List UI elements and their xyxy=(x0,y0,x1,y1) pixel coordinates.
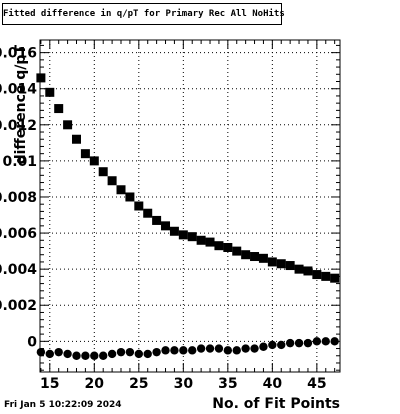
data-point-circle xyxy=(232,346,241,355)
data-point-square xyxy=(107,176,117,186)
data-point-square xyxy=(232,246,242,256)
data-point-circle xyxy=(312,337,322,346)
data-point-square xyxy=(54,104,64,114)
data-point-square xyxy=(143,208,153,218)
data-point-square xyxy=(196,235,206,245)
data-point-square xyxy=(116,185,126,195)
data-point-square xyxy=(303,266,313,276)
data-point-square xyxy=(71,134,81,144)
data-point-circle xyxy=(196,344,206,353)
data-point-circle xyxy=(54,347,63,357)
data-point-circle xyxy=(45,349,54,359)
data-point-circle xyxy=(125,347,135,357)
data-point-circle xyxy=(268,340,277,350)
data-point-square xyxy=(321,271,331,281)
y-tick-label: 0.014 xyxy=(0,82,37,98)
data-point-square xyxy=(205,237,215,247)
x-tick-label: 45 xyxy=(307,376,326,392)
data-point-circle xyxy=(205,344,215,353)
data-point-square xyxy=(125,192,135,202)
data-point-square xyxy=(214,241,224,251)
x-tick-label: 15 xyxy=(40,376,59,392)
data-point-square xyxy=(285,261,295,271)
x-tick-label: 20 xyxy=(85,376,105,392)
x-tick-label: 40 xyxy=(263,376,283,392)
y-tick-label: 0.006 xyxy=(0,226,37,242)
data-point-circle xyxy=(161,346,170,355)
tick-labels: 15 20 25 30 35 40 45 0 0.002 0.004 0.006 0.008 0.01 0… xyxy=(0,46,327,392)
data-point-circle xyxy=(285,338,295,348)
y-tick-label: 0.008 xyxy=(0,190,37,206)
data-point-circle xyxy=(294,338,304,348)
data-point-square xyxy=(178,230,188,240)
data-point-square xyxy=(98,167,108,177)
data-point-circle xyxy=(107,349,117,359)
data-point-square xyxy=(89,156,99,166)
data-point-circle xyxy=(330,337,339,346)
data-point-square xyxy=(250,252,260,262)
y-tick-label: 0.002 xyxy=(0,298,37,314)
data-marks xyxy=(36,73,340,360)
data-point-circle xyxy=(143,349,152,359)
data-point-circle xyxy=(63,349,72,359)
data-point-square xyxy=(63,120,73,130)
data-point-square xyxy=(134,201,144,211)
grid xyxy=(40,40,340,372)
data-point-circle xyxy=(277,340,286,350)
x-tick-label: 30 xyxy=(174,376,194,392)
data-point-circle xyxy=(81,351,90,360)
y-axis-label: difference q/pT xyxy=(13,45,29,165)
y-tick-label: 0.012 xyxy=(0,118,37,134)
data-point-circle xyxy=(99,351,108,360)
data-point-circle xyxy=(223,346,233,355)
data-point-circle xyxy=(214,344,224,353)
data-point-circle xyxy=(72,351,81,360)
data-point-square xyxy=(276,259,286,269)
data-point-circle xyxy=(170,346,179,355)
axis-ticks xyxy=(40,40,340,372)
plot-frame xyxy=(39,39,341,373)
data-point-square xyxy=(267,257,277,267)
data-point-square xyxy=(241,250,251,260)
data-point-circle xyxy=(116,347,126,357)
data-point-circle xyxy=(259,342,268,351)
y-tick-label: 0.01 xyxy=(2,154,37,170)
data-point-square xyxy=(312,270,322,280)
data-point-square xyxy=(187,232,197,242)
timestamp: Fri Jan 5 10:22:09 2024 xyxy=(4,400,122,410)
x-axis-label: No. of Fit Points xyxy=(212,396,340,412)
data-point-square xyxy=(258,253,268,263)
y-tick-label: 0.016 xyxy=(0,46,37,62)
data-point-square xyxy=(294,264,304,274)
data-point-circle xyxy=(152,347,161,357)
data-point-circle xyxy=(90,351,99,360)
chart-title: Fitted difference in q/pT for Primary Re… xyxy=(2,3,285,25)
data-point-circle xyxy=(188,346,197,355)
x-tick-label: 25 xyxy=(129,376,148,392)
data-point-square xyxy=(161,221,171,231)
y-tick-label: 0 xyxy=(27,334,37,350)
data-point-square xyxy=(36,73,46,83)
data-point-circle xyxy=(303,338,313,348)
data-point-square xyxy=(330,273,340,283)
data-point-square xyxy=(80,149,90,159)
data-point-circle xyxy=(250,344,259,353)
data-point-square xyxy=(45,87,55,97)
data-point-square xyxy=(169,226,179,236)
data-point-circle xyxy=(36,347,46,357)
data-point-square xyxy=(152,215,162,225)
y-tick-label: 0.004 xyxy=(0,262,37,278)
data-point-circle xyxy=(179,346,188,355)
data-point-circle xyxy=(241,344,250,353)
data-point-square xyxy=(223,243,233,252)
data-point-circle xyxy=(134,349,144,359)
data-point-circle xyxy=(321,337,330,346)
x-tick-label: 35 xyxy=(218,376,237,392)
